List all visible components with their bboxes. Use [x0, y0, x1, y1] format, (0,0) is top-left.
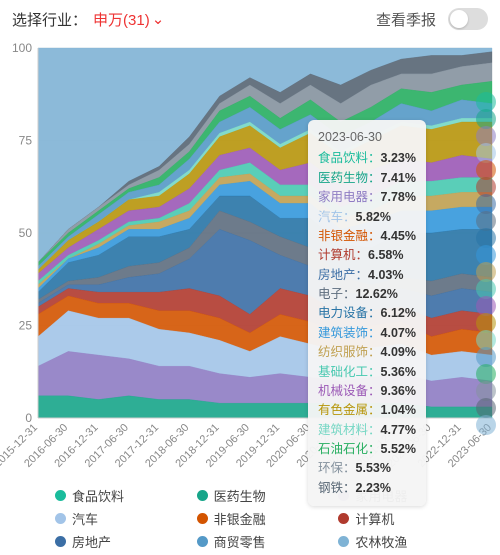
legend-item[interactable]: 商贸零售 [197, 532, 331, 551]
svg-text:25: 25 [19, 319, 33, 333]
legend-item[interactable]: 农林牧渔 [338, 532, 472, 551]
quarterly-label: 查看季报 [376, 9, 436, 30]
legend-item[interactable]: 食品饮料 [55, 486, 189, 505]
chevron-down-icon: ⌄ [152, 10, 165, 28]
quarterly-toggle[interactable] [448, 8, 488, 30]
right-dot-column [476, 92, 496, 432]
legend-item[interactable]: 非银金融 [197, 509, 331, 528]
legend-item[interactable]: 汽车 [55, 509, 189, 528]
svg-text:75: 75 [19, 134, 33, 148]
header: 选择行业： 申万(31) ⌄ 查看季报 [0, 0, 500, 38]
legend-item[interactable]: 房地产 [55, 532, 189, 551]
legend-item[interactable]: 计算机 [338, 509, 472, 528]
dropdown-text: 申万(31) [93, 9, 150, 30]
chart-tooltip: 2023-06-30食品饮料：3.23%医药生物：7.41%家用电器：7.78%… [308, 120, 426, 506]
svg-text:100: 100 [12, 41, 32, 55]
industry-dropdown[interactable]: 申万(31) ⌄ [93, 9, 164, 30]
industry-select-label: 选择行业： [12, 9, 87, 30]
svg-text:50: 50 [19, 226, 33, 240]
chart-area[interactable]: 02550751002015-12-312016-06-302016-12-31… [0, 38, 500, 478]
